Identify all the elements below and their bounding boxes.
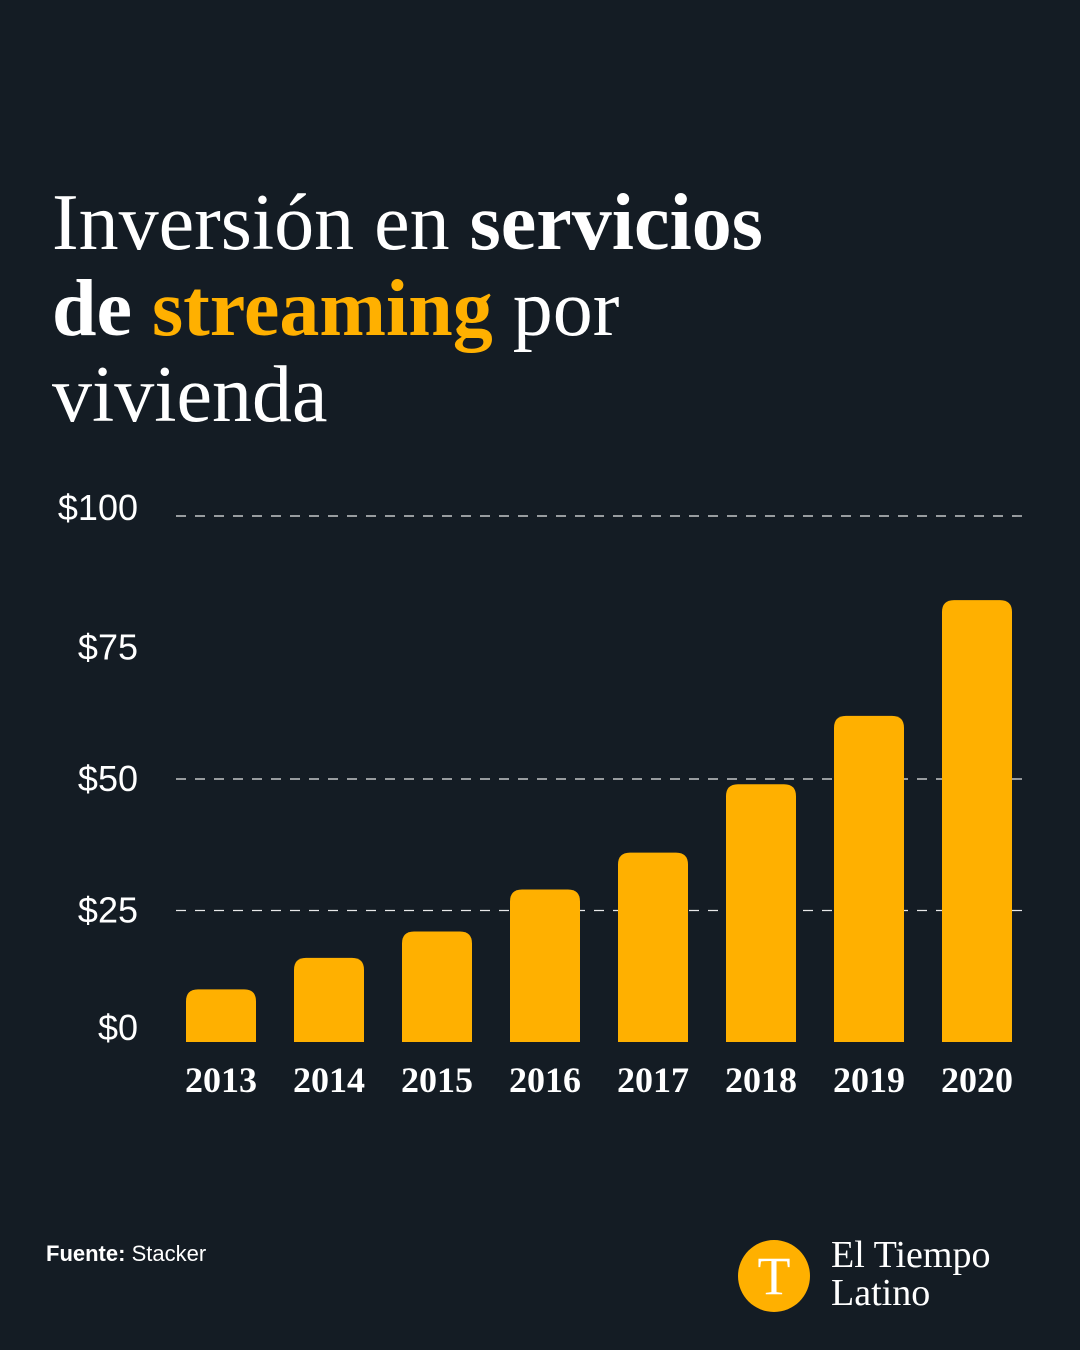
x-tick-label-2014: 2014 [293,1060,365,1100]
brand-name-line-2: Latino [831,1272,931,1314]
title-part-3: de [52,265,152,353]
y-tick-label: $25 [78,890,138,931]
title-part-4: streaming [152,265,493,353]
y-tick-label: $50 [78,758,138,799]
bar-chart: $0 $25 $50 $75 $100 2013 2014 2015 2016 2017 2018 2… [58,487,1030,1100]
brand-name: El Tiempo Latino [831,1236,990,1312]
source-label: Fuente: [46,1241,126,1266]
bar-2013 [186,989,256,1042]
bar-2020 [942,600,1012,1042]
bar-2019 [834,715,904,1042]
y-tick-label: $75 [78,627,138,668]
source-value: Stacker [125,1241,207,1266]
bar-2016 [510,889,580,1042]
x-tick-label-2018: 2018 [725,1060,797,1100]
title-part-6: vivienda [52,351,328,439]
x-tick-label-2015: 2015 [401,1060,473,1100]
bar-2014 [294,957,364,1042]
brand-t-icon: T [738,1240,810,1312]
brand-name-line-1: El Tiempo [831,1234,991,1276]
title-part-1: Inversión en [52,179,470,267]
title-part-2: servicios [469,179,763,267]
bar-2015 [402,931,472,1042]
y-tick-label: $100 [58,487,138,528]
bar-2018 [726,784,796,1042]
title-part-5: por [492,265,620,353]
x-tick-label-2020: 2020 [941,1060,1013,1100]
brand-logo-block: T El Tiempo Latino [738,1236,1058,1316]
x-tick-label-2013: 2013 [185,1060,257,1100]
source-note: Fuente: Stacker [46,1241,206,1267]
y-tick-label: $0 [98,1007,138,1048]
chart-title: Inversión en servicios de streaming por … [52,180,1032,438]
x-tick-label-2019: 2019 [833,1060,905,1100]
x-tick-label-2017: 2017 [617,1060,689,1100]
x-tick-label-2016: 2016 [509,1060,581,1100]
bar-2017 [618,852,688,1042]
